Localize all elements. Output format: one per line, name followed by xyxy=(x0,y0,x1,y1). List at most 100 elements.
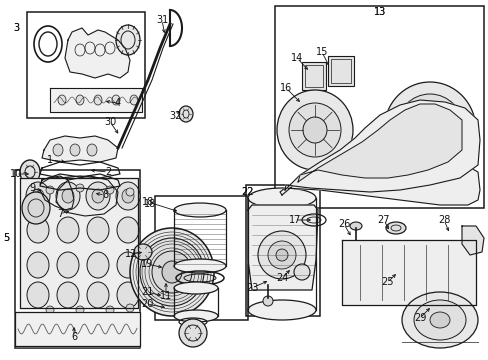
Ellipse shape xyxy=(86,182,110,210)
Ellipse shape xyxy=(112,95,120,105)
Bar xyxy=(274,6,483,208)
Text: 31: 31 xyxy=(156,15,168,25)
Text: 14: 14 xyxy=(290,53,303,63)
Ellipse shape xyxy=(179,106,193,122)
Text: 16: 16 xyxy=(279,83,291,93)
Text: 28: 28 xyxy=(437,215,449,225)
Ellipse shape xyxy=(349,222,361,230)
Ellipse shape xyxy=(62,189,74,203)
Ellipse shape xyxy=(27,252,49,278)
Text: 24: 24 xyxy=(275,273,287,283)
Polygon shape xyxy=(297,104,461,182)
Ellipse shape xyxy=(383,82,475,178)
Ellipse shape xyxy=(87,217,109,243)
Ellipse shape xyxy=(303,117,326,143)
Ellipse shape xyxy=(87,252,109,278)
Polygon shape xyxy=(50,88,142,112)
Ellipse shape xyxy=(126,188,134,196)
Ellipse shape xyxy=(116,25,140,55)
Polygon shape xyxy=(280,158,479,205)
Ellipse shape xyxy=(401,292,477,348)
Text: 17: 17 xyxy=(288,215,301,225)
Ellipse shape xyxy=(117,282,139,308)
Ellipse shape xyxy=(425,149,433,157)
Ellipse shape xyxy=(140,238,203,306)
Text: 8: 8 xyxy=(102,190,108,200)
Text: 30: 30 xyxy=(103,117,116,127)
Bar xyxy=(27,12,145,118)
Text: 29: 29 xyxy=(413,313,426,323)
Ellipse shape xyxy=(106,186,114,194)
Ellipse shape xyxy=(117,252,139,278)
Ellipse shape xyxy=(57,282,79,308)
Ellipse shape xyxy=(293,264,309,280)
Ellipse shape xyxy=(174,259,225,273)
Polygon shape xyxy=(65,28,130,78)
Polygon shape xyxy=(285,100,479,192)
Ellipse shape xyxy=(425,103,433,111)
Text: 20: 20 xyxy=(141,299,153,309)
Text: 18: 18 xyxy=(142,197,154,207)
Ellipse shape xyxy=(403,126,411,134)
Ellipse shape xyxy=(22,192,50,224)
Bar xyxy=(330,59,350,83)
Ellipse shape xyxy=(288,103,340,157)
Ellipse shape xyxy=(152,251,192,293)
Ellipse shape xyxy=(267,241,295,269)
Ellipse shape xyxy=(106,306,114,314)
Ellipse shape xyxy=(117,217,139,243)
Ellipse shape xyxy=(413,300,465,340)
Ellipse shape xyxy=(58,95,66,105)
Ellipse shape xyxy=(174,310,218,322)
Ellipse shape xyxy=(122,189,134,203)
Text: 12: 12 xyxy=(124,249,137,259)
Polygon shape xyxy=(40,176,74,210)
Polygon shape xyxy=(15,312,140,346)
Ellipse shape xyxy=(46,306,54,314)
Ellipse shape xyxy=(27,217,49,243)
Ellipse shape xyxy=(32,189,44,203)
Bar xyxy=(327,56,353,86)
Bar xyxy=(155,196,247,320)
Text: 19: 19 xyxy=(141,259,153,269)
Text: 3: 3 xyxy=(13,23,19,33)
Ellipse shape xyxy=(130,228,214,316)
Ellipse shape xyxy=(385,222,405,234)
Ellipse shape xyxy=(70,144,80,156)
Polygon shape xyxy=(20,178,138,308)
Text: 22: 22 xyxy=(241,187,254,197)
Ellipse shape xyxy=(162,261,182,283)
Ellipse shape xyxy=(134,244,152,260)
Ellipse shape xyxy=(276,90,352,170)
Text: 26: 26 xyxy=(337,219,349,229)
Text: 5: 5 xyxy=(3,233,9,243)
Text: 25: 25 xyxy=(381,277,393,287)
Ellipse shape xyxy=(116,182,140,210)
Ellipse shape xyxy=(263,296,272,306)
Polygon shape xyxy=(42,136,118,162)
Ellipse shape xyxy=(395,94,463,166)
Text: 6: 6 xyxy=(71,332,77,342)
Ellipse shape xyxy=(56,182,80,210)
Ellipse shape xyxy=(94,95,102,105)
Ellipse shape xyxy=(126,304,134,312)
Ellipse shape xyxy=(27,282,49,308)
Ellipse shape xyxy=(87,282,109,308)
Polygon shape xyxy=(341,240,475,305)
Ellipse shape xyxy=(258,231,305,279)
Bar xyxy=(305,65,323,87)
Text: 22: 22 xyxy=(241,187,254,197)
Text: 13: 13 xyxy=(373,7,386,17)
Bar xyxy=(38,186,50,198)
Ellipse shape xyxy=(53,144,63,156)
Text: 5: 5 xyxy=(3,233,9,243)
Ellipse shape xyxy=(174,282,218,294)
Ellipse shape xyxy=(76,95,84,105)
Bar xyxy=(245,185,319,316)
Bar xyxy=(15,170,140,348)
Text: 4: 4 xyxy=(115,98,121,108)
Ellipse shape xyxy=(57,217,79,243)
Ellipse shape xyxy=(429,312,449,328)
Ellipse shape xyxy=(26,182,50,210)
Text: 7: 7 xyxy=(57,209,63,219)
